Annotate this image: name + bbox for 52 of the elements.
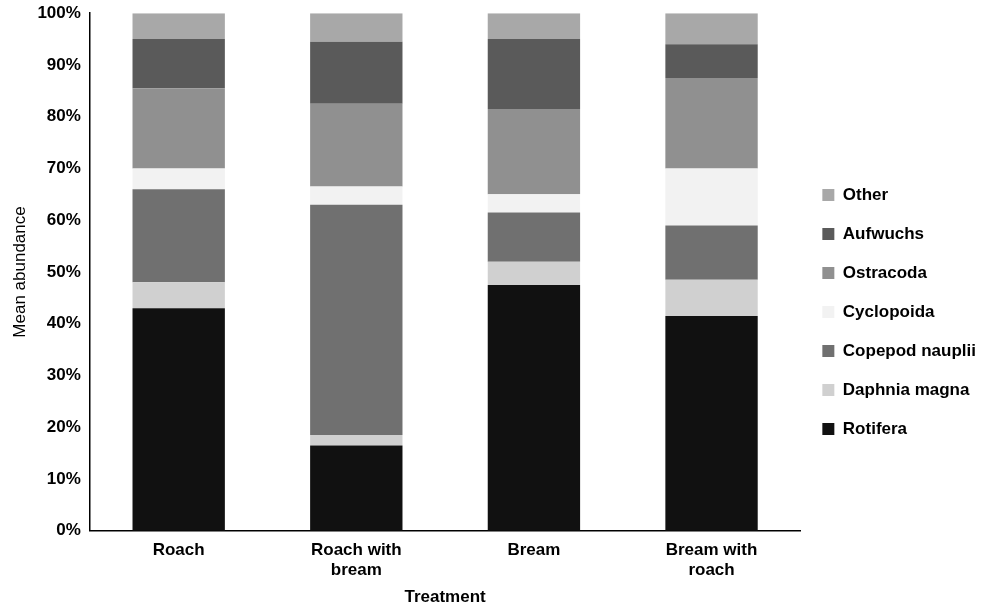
legend-label: Other xyxy=(842,184,889,204)
bar xyxy=(132,39,225,89)
y-tick-label: 20% xyxy=(46,416,81,436)
bar xyxy=(310,435,403,446)
bar xyxy=(665,13,758,45)
x-axis-title: Treatment xyxy=(404,587,487,607)
bar xyxy=(665,77,758,169)
y-tick-label: 10% xyxy=(46,468,81,488)
x-tick-label: Roach xyxy=(152,539,205,559)
bar xyxy=(310,103,403,187)
y-tick-label: 100% xyxy=(37,2,81,22)
bar xyxy=(132,282,225,309)
y-tick-label: 80% xyxy=(46,106,81,126)
bar xyxy=(665,44,758,78)
bar xyxy=(132,13,225,40)
y-tick-label: 40% xyxy=(46,313,81,333)
bar xyxy=(487,39,581,109)
x-tick-label: Roach with bream xyxy=(310,539,402,580)
legend-label: Aufwuchs xyxy=(842,223,925,243)
x-tick-label: Bream with roach xyxy=(665,539,758,580)
y-axis-title: Mean abundance xyxy=(9,206,29,338)
legend-label: Daphnia magna xyxy=(842,379,970,399)
y-tick-label: 50% xyxy=(46,261,81,281)
bar xyxy=(310,186,403,205)
bar xyxy=(665,225,758,280)
bar xyxy=(665,279,758,316)
bar xyxy=(487,284,581,531)
bar xyxy=(665,316,758,531)
bar xyxy=(487,13,581,40)
bar xyxy=(310,41,403,104)
x-tick-label: Bream xyxy=(507,539,561,559)
bar xyxy=(132,308,225,531)
y-tick-label: 70% xyxy=(46,158,81,178)
bar xyxy=(487,108,581,195)
bar xyxy=(487,194,581,213)
bar xyxy=(310,204,403,436)
bar xyxy=(132,168,225,190)
y-tick-label: 0% xyxy=(56,520,81,540)
legend-label: Ostracoda xyxy=(842,262,928,282)
y-tick-label: 60% xyxy=(46,209,81,229)
bar xyxy=(665,168,758,226)
bar xyxy=(132,189,225,283)
legend-label: Copepod nauplii xyxy=(842,340,976,360)
bar xyxy=(310,445,403,531)
y-tick-label: 90% xyxy=(46,54,81,74)
legend-label: Rotifera xyxy=(842,418,908,438)
bar xyxy=(487,212,581,262)
y-tick-label: 30% xyxy=(46,365,81,385)
bar xyxy=(487,261,581,285)
bar xyxy=(132,88,225,169)
bar xyxy=(310,13,403,42)
legend-label: Cyclopoida xyxy=(842,301,936,321)
